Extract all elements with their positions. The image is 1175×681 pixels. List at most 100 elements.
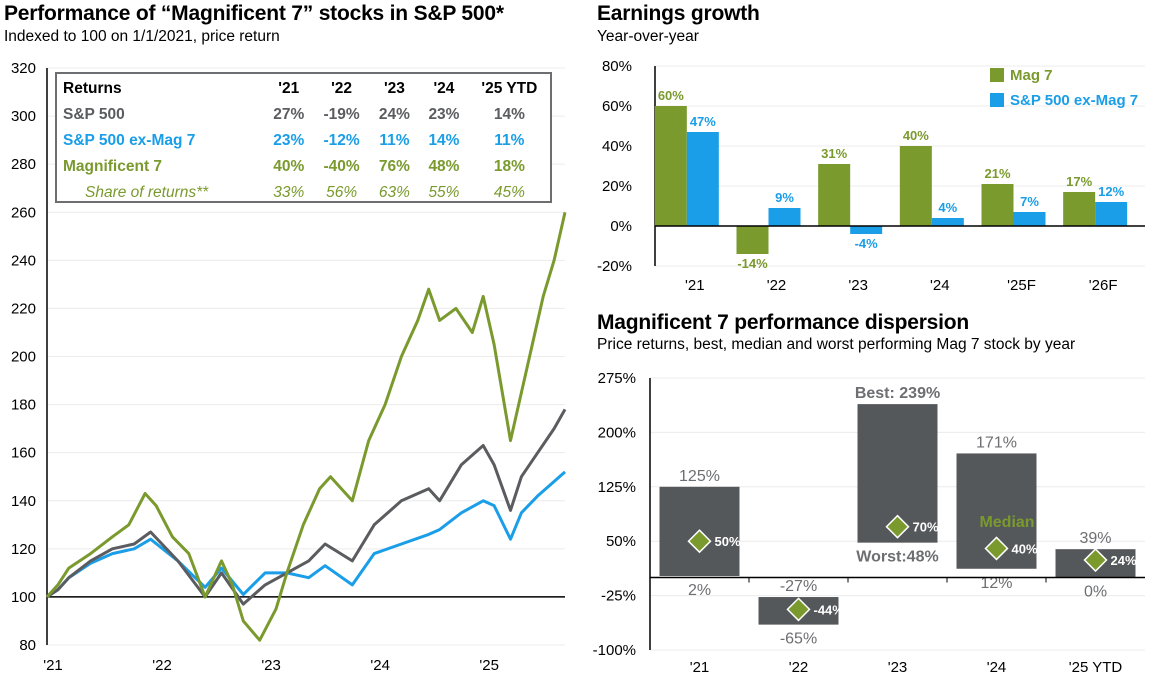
x-tick-label: '22 <box>767 277 787 294</box>
cell: 23% <box>428 106 460 123</box>
row-label: S&P 500 <box>63 106 125 123</box>
median-label: 24% <box>1111 553 1137 568</box>
median-diamond-icon <box>885 514 910 539</box>
y-tick-label: 240 <box>11 252 36 269</box>
worst-label: Worst:48% <box>856 549 938 566</box>
y-tick-label: 50% <box>606 533 636 550</box>
table-row-sp500: S&P 500 27% -19% 24% 23% 14% <box>57 102 550 128</box>
x-tick-label: '22 <box>152 657 172 674</box>
data-label: 31% <box>821 146 847 161</box>
x-tick-label: '25F <box>1007 277 1036 294</box>
y-tick-label: 100 <box>11 589 36 606</box>
median-diamond-icon <box>786 597 811 622</box>
x-tick-label: '26F <box>1089 277 1118 294</box>
median-diamond-icon <box>687 529 712 554</box>
cell: 14% <box>428 132 460 149</box>
data-label: 7% <box>1020 194 1039 209</box>
x-tick-label: '23 <box>848 277 868 294</box>
y-tick-label: 160 <box>11 445 36 462</box>
left-chart-title: Performance of “Magnificent 7” stocks in… <box>4 2 504 25</box>
y-tick-label: 20% <box>602 178 632 195</box>
row-label: S&P 500 ex-Mag 7 <box>63 132 196 149</box>
returns-table-header: Returns '21 '22 '23 '24 '25 YTD <box>57 76 550 102</box>
best-label: 125% <box>679 468 720 485</box>
legend-label: Mag 7 <box>1010 67 1053 84</box>
cell: 48% <box>428 158 460 175</box>
bar-ex-mag7 <box>931 218 964 226</box>
bar-ex-mag7 <box>768 208 801 226</box>
x-tick-label: '22 <box>789 659 809 676</box>
y-tick-label: 120 <box>11 541 36 558</box>
y-tick-label: -25% <box>601 588 636 605</box>
row-label: Magnificent 7 <box>63 158 163 175</box>
cell: 63% <box>378 184 410 201</box>
series-line-magnificent-7 <box>45 211 567 642</box>
cell: 18% <box>493 158 525 175</box>
y-tick-label: 300 <box>11 108 36 125</box>
median-label: 40% <box>1012 541 1038 556</box>
y-tick-label: 40% <box>602 138 632 155</box>
y-tick-label: 320 <box>11 60 36 77</box>
cell: -19% <box>323 106 360 123</box>
y-tick-label: 280 <box>11 156 36 173</box>
y-tick-label: -20% <box>597 258 632 275</box>
worst-label: 0% <box>1084 583 1107 600</box>
table-row-mag7: Magnificent 7 40% -40% 76% 48% 18% <box>57 154 550 180</box>
left-chart-subtitle: Indexed to 100 on 1/1/2021, price return <box>4 28 280 45</box>
median-diamond-icon <box>984 536 1009 561</box>
cell: 55% <box>428 184 460 201</box>
header-cell: '24 <box>433 80 455 97</box>
worst-label: 12% <box>980 575 1012 592</box>
y-tick-label: 80 <box>19 637 36 654</box>
bar-mag7 <box>981 184 1014 226</box>
best-label: Best: 239% <box>855 385 940 402</box>
best-label: 39% <box>1079 530 1111 547</box>
bar-ex-mag7 <box>686 132 719 226</box>
header-cell: '23 <box>383 80 405 97</box>
bar-mag7 <box>736 226 769 254</box>
data-label: 4% <box>938 200 957 215</box>
median-label: 50% <box>715 534 741 549</box>
earnings-chart-title: Earnings growth <box>597 2 760 25</box>
y-tick-label: 180 <box>11 397 36 414</box>
x-tick-label: '25 YTD <box>1069 659 1123 676</box>
x-tick-label: '23 <box>261 657 281 674</box>
bar-ex-mag7 <box>850 226 883 234</box>
median-annotation: Median <box>979 514 1034 531</box>
y-tick-label: 125% <box>598 479 636 496</box>
data-label: 17% <box>1066 174 1092 189</box>
best-label: 171% <box>976 434 1017 451</box>
earnings-chart-subtitle: Year-over-year <box>597 28 699 45</box>
table-row-sp500-ex-mag7: S&P 500 ex-Mag 7 23% -12% 11% 14% 11% <box>57 128 550 154</box>
bar-mag7 <box>818 164 851 226</box>
y-tick-label: 60% <box>602 98 632 115</box>
best-label: -27% <box>780 578 817 595</box>
x-tick-label: '24 <box>370 657 390 674</box>
returns-table: Returns '21 '22 '23 '24 '25 YTD S&P 500 … <box>55 72 552 203</box>
data-label: 40% <box>903 128 929 143</box>
y-tick-label: 220 <box>11 300 36 317</box>
y-tick-label: 275% <box>598 370 636 387</box>
bar-mag7 <box>899 146 932 226</box>
median-diamond-icon <box>1083 547 1108 573</box>
y-tick-label: 200 <box>11 349 36 366</box>
cell: 45% <box>493 184 525 201</box>
header-cell: Returns <box>63 80 122 97</box>
data-label: 21% <box>984 166 1010 181</box>
data-label: -4% <box>855 236 879 251</box>
series-line-s-p-500-ex-mag-7 <box>46 470 566 599</box>
y-tick-label: 140 <box>11 493 36 510</box>
bar-ex-mag7 <box>1013 212 1046 226</box>
table-row-share-of-returns: Share of returns** 33% 56% 63% 55% 45% <box>57 180 550 206</box>
y-tick-label: -100% <box>593 642 636 659</box>
cell: -12% <box>323 132 360 149</box>
bar-mag7 <box>1063 192 1096 226</box>
header-cell: '25 YTD <box>481 80 538 97</box>
data-label: -14% <box>737 256 768 271</box>
x-tick-label: '23 <box>888 659 908 676</box>
cell: 76% <box>378 158 410 175</box>
median-label: 70% <box>913 520 939 535</box>
row-label: Share of returns** <box>85 184 209 201</box>
y-tick-label: 0% <box>610 218 632 235</box>
